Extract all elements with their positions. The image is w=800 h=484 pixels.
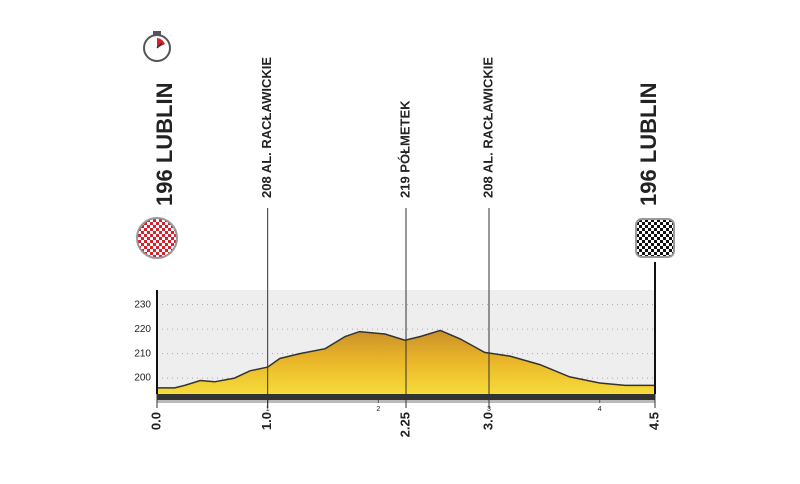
y-tick-label: 220 (134, 324, 151, 335)
start-label: 196 LUBLIN (152, 83, 177, 206)
x-tick-label: 4.5 (646, 412, 661, 430)
x-tick-label: 2.25 (397, 412, 412, 437)
minor-tick-label: 3 (487, 406, 491, 413)
minor-tick-label: 2 (376, 406, 380, 413)
area-line (157, 329, 655, 389)
x-tick-label: 0.0 (148, 412, 163, 430)
y-tick-label: 210 (134, 348, 151, 359)
y-tick-label: 200 (134, 373, 151, 384)
start-icon (136, 217, 178, 259)
finish-label: 196 LUBLIN (636, 83, 661, 206)
x-tick-label: 1.0 (259, 412, 274, 430)
minor-tick-label: 1 (266, 406, 270, 413)
y-tick-label: 230 (134, 299, 151, 310)
finish-icon (635, 218, 675, 258)
landmark-label: 219 PÓŁMETEK (397, 100, 412, 198)
landmark-label: 208 AL. RACŁAWICKIE (480, 57, 495, 198)
stopwatch-icon (143, 31, 171, 62)
x-tick-label: 3.0 (480, 412, 495, 430)
landmark-label: 208 AL. RACŁAWICKIE (259, 57, 274, 198)
minor-tick-label: 4 (598, 406, 602, 413)
